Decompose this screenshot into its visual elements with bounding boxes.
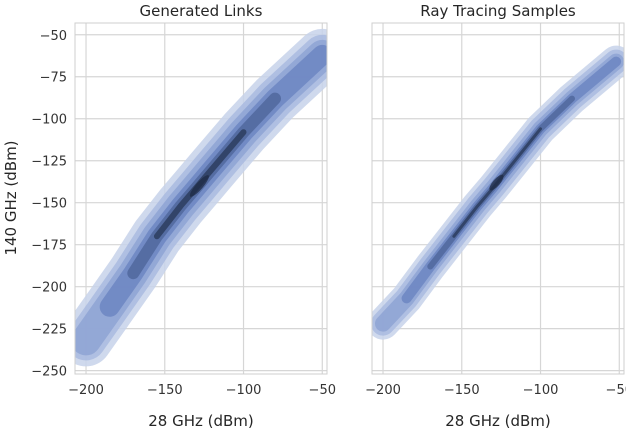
- x-axis-label-generated-links: 28 GHz (dBm): [148, 412, 254, 430]
- x-tick-label: −100: [226, 383, 262, 398]
- y-tick-label: −150: [31, 197, 67, 212]
- density-level-5: [127, 92, 281, 280]
- x-tick-label: −150: [147, 383, 183, 398]
- density-generated-links: [75, 28, 327, 367]
- x-tick-label: −200: [68, 383, 104, 398]
- density-ray-tracing-samples: [372, 45, 624, 340]
- y-ticks-generated-links: −50 −75 −100 −125 −150 −175 −200 −225 −250: [31, 29, 67, 380]
- y-tick-label: −100: [31, 113, 67, 128]
- density-peak: [189, 175, 209, 197]
- y-tick-label: −225: [31, 323, 67, 338]
- y-tick-label: −200: [31, 281, 67, 296]
- x-ticks-ray-tracing-samples: −200 −150 −100 −50: [365, 383, 626, 398]
- y-tick-label: −250: [31, 365, 67, 380]
- x-axis-label-ray-tracing-samples: 28 GHz (dBm): [445, 412, 551, 430]
- subplot-title-generated-links: Generated Links: [140, 2, 263, 20]
- plot-frame-generated-links: [74, 22, 328, 375]
- subplot-ray-tracing-samples: −200 −150 −100 −50 Ray Tracing Samples 28 G…: [365, 2, 626, 430]
- y-tick-label: −75: [40, 71, 67, 86]
- x-tick-label: −50: [309, 383, 336, 398]
- density-peak: [489, 174, 504, 191]
- x-tick-label: −150: [444, 383, 480, 398]
- x-ticks-generated-links: −200 −150 −100 −50: [68, 383, 336, 398]
- subplot-title-ray-tracing-samples: Ray Tracing Samples: [420, 2, 576, 20]
- y-tick-label: −50: [40, 29, 67, 44]
- subplot-generated-links: −200 −150 −100 −50 −50 −75 −100 −125 −150 −175 −2…: [2, 2, 336, 430]
- x-tick-label: −50: [606, 383, 626, 398]
- x-tick-label: −200: [365, 383, 401, 398]
- plot-frame-ray-tracing-samples: [371, 22, 625, 375]
- y-axis-label: 140 GHz (dBm): [2, 140, 20, 255]
- x-tick-label: −100: [523, 383, 559, 398]
- y-tick-label: −175: [31, 239, 67, 254]
- y-tick-label: −125: [31, 155, 67, 170]
